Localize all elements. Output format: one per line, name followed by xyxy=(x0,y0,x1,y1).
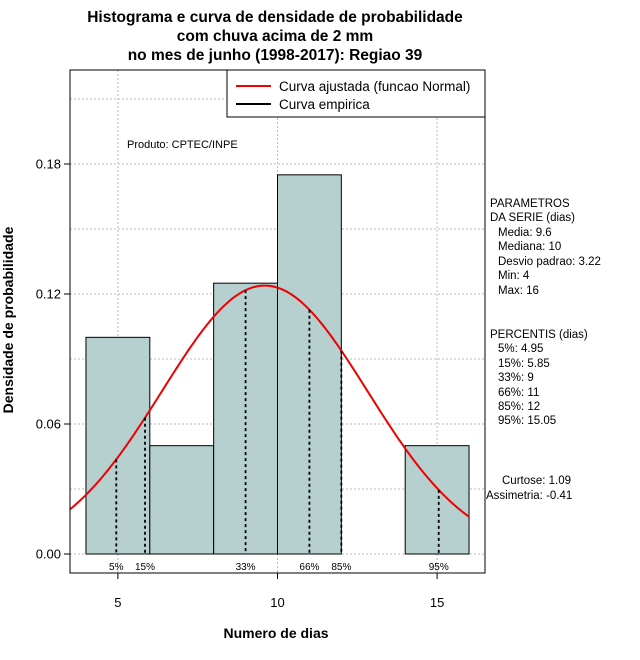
percentis-85: 85%: 12 xyxy=(498,401,540,413)
histogram-bar xyxy=(404,445,470,555)
percentile-label: 15% xyxy=(135,562,155,573)
histogram-bars xyxy=(85,174,470,555)
y-axis-label: Densidade de probabilidade xyxy=(0,226,16,413)
product-annotation: Produto: CPTEC/INPE xyxy=(127,139,238,151)
y-tick-label: 0.18 xyxy=(36,157,61,172)
percentile-label: 95% xyxy=(429,562,449,573)
y-tick-label: 0.00 xyxy=(36,547,61,562)
statistics-side-panel: PARAMETROS DA SERIE (dias) Media: 9.6 Me… xyxy=(486,198,601,502)
param-sd: Desvio padrao: 3.22 xyxy=(498,256,601,268)
param-heading-1: PARAMETROS xyxy=(490,198,570,210)
axes: 0.00 0.06 0.12 0.18 5 10 15 xyxy=(36,157,445,611)
percentis-33: 33%: 9 xyxy=(498,372,534,384)
param-median: Mediana: 10 xyxy=(498,241,561,253)
percentile-label: 5% xyxy=(109,562,124,573)
kurtosis: Curtose: 1.09 xyxy=(502,475,571,487)
x-tick-label: 10 xyxy=(270,595,284,610)
skewness: Assimetria: -0.41 xyxy=(486,490,572,502)
percentile-label: 66% xyxy=(299,562,319,573)
param-max: Max: 16 xyxy=(498,285,539,297)
legend-box xyxy=(226,69,486,118)
percentile-lines: 5% 15% 33% 66% 85% 95% xyxy=(109,290,449,573)
percentile-label: 85% xyxy=(331,562,351,573)
percentis-66: 66%: 11 xyxy=(498,387,539,399)
percentile-label: 33% xyxy=(236,562,256,573)
param-mean: Media: 9.6 xyxy=(498,227,552,239)
legend: Curva ajustada (funcao Normal) Curva emp… xyxy=(226,69,486,118)
x-tick-label: 5 xyxy=(114,595,121,610)
percentis-15: 15%: 5.85 xyxy=(498,358,550,370)
title-line-1: Histograma e curva de densidade de proba… xyxy=(87,9,463,26)
y-tick-label: 0.12 xyxy=(36,287,61,302)
x-tick-label: 15 xyxy=(430,595,444,610)
title-line-3: no mes de junho (1998-2017): Regiao 39 xyxy=(128,47,423,64)
percentis-95: 95%: 15.05 xyxy=(498,415,556,427)
param-min: Min: 4 xyxy=(498,270,530,282)
histogram-bar xyxy=(149,445,215,555)
normal-curve-layer xyxy=(69,284,470,518)
y-tick-label: 0.06 xyxy=(36,417,61,432)
title-line-2: com chuva acima de 2 mm xyxy=(177,28,373,45)
legend-label-fit: Curva ajustada (funcao Normal) xyxy=(279,79,470,94)
legend-label-empirical: Curva empirica xyxy=(279,97,370,112)
histogram-bar xyxy=(85,336,151,555)
percentis-5: 5%: 4.95 xyxy=(498,343,543,355)
param-heading-2: DA SERIE (dias) xyxy=(490,212,575,224)
chart-title: Histograma e curva de densidade de proba… xyxy=(87,9,463,64)
percentis-heading: PERCENTIS (dias) xyxy=(490,329,588,341)
x-axis-label: Numero de dias xyxy=(223,625,328,641)
normal-curve xyxy=(69,284,470,518)
